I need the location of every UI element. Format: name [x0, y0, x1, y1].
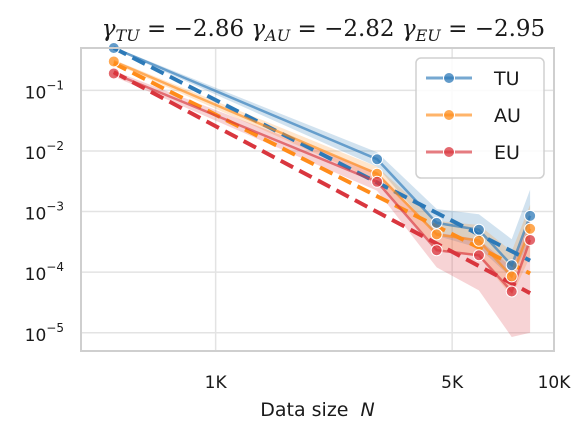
title-value: = −2.95: [441, 16, 545, 42]
y-tick-base: 10: [25, 83, 47, 103]
title-value: = −2.82: [290, 16, 402, 42]
title-symbol: γ: [402, 16, 416, 42]
legend-label-eu: EU: [494, 142, 520, 164]
point-tu: [430, 216, 443, 229]
point-tu: [505, 259, 518, 272]
y-tick-label: 10−3: [25, 200, 64, 225]
point-eu: [472, 249, 485, 262]
y-tick-exponent: −5: [46, 321, 64, 335]
x-tick-label: 5K: [441, 373, 464, 393]
fit-line-eu: [112, 70, 532, 295]
chart-title: γTU = −2.86 γAU = −2.82 γEU = −2.95: [102, 16, 545, 45]
title-text: γTU = −2.86 γAU = −2.82 γEU = −2.95: [102, 16, 545, 45]
legend-label-tu: TU: [493, 68, 520, 90]
y-tick-exponent: −4: [46, 260, 64, 274]
title-subscript: EU: [415, 26, 442, 45]
x-axis-label-text: Data size: [260, 399, 348, 421]
series-line-eu: [113, 72, 532, 294]
title-value: = −2.86: [140, 16, 252, 42]
x-axis-ticks: 1K 5K 10K: [205, 373, 572, 393]
point-au: [524, 222, 537, 235]
legend-marker-eu: [443, 146, 455, 158]
x-axis-label: Data size N: [260, 399, 375, 421]
point-au: [430, 228, 443, 241]
y-tick-base: 10: [25, 205, 47, 225]
x-tick-label: 1K: [205, 373, 228, 393]
point-eu: [371, 175, 384, 188]
y-tick-base: 10: [25, 265, 47, 285]
y-tick-exponent: −1: [46, 78, 64, 92]
title-symbol: γ: [251, 16, 265, 42]
point-au: [472, 234, 485, 247]
legend: TU AU EU: [415, 57, 545, 179]
point-tu: [524, 209, 537, 222]
series-line-tu: [113, 46, 532, 268]
y-tick-exponent: −2: [46, 139, 64, 153]
legend-marker-tu: [443, 72, 455, 84]
plot-frame: [80, 47, 555, 352]
legend-box: [415, 57, 545, 179]
title-subscript: TU: [116, 26, 141, 45]
y-tick-base: 10: [25, 326, 47, 346]
y-tick-label: 10−4: [25, 260, 64, 285]
x-tick-label: 10K: [538, 373, 572, 393]
y-tick-base: 10: [25, 144, 47, 164]
point-tu: [371, 153, 384, 166]
y-axis-ticks: 10−110−210−310−410−5: [25, 78, 64, 345]
y-tick-label: 10−5: [25, 321, 64, 346]
legend-label-au: AU: [494, 105, 521, 127]
y-tick-label: 10−2: [25, 139, 64, 164]
fit-line-tu: [112, 46, 532, 263]
title-symbol: γ: [102, 16, 116, 42]
legend-marker-au: [443, 109, 455, 121]
x-axis-label-variable: N: [361, 399, 375, 421]
title-subscript: AU: [263, 26, 291, 45]
point-eu: [107, 67, 120, 80]
point-au: [107, 55, 120, 68]
point-au: [505, 270, 518, 283]
point-tu: [472, 223, 485, 236]
point-eu: [430, 244, 443, 257]
y-tick-exponent: −3: [46, 200, 64, 214]
y-tick-label: 10−1: [25, 78, 64, 103]
point-eu: [505, 285, 518, 298]
point-eu: [524, 233, 537, 246]
